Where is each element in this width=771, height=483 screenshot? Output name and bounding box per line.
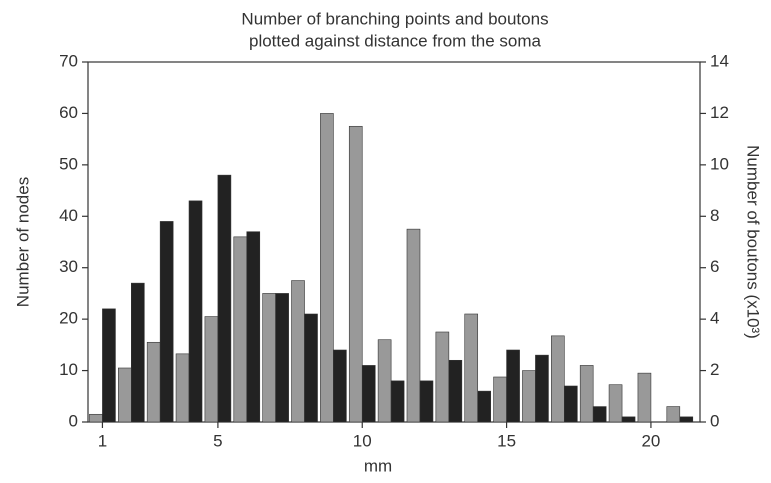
y-tick-label: 0 bbox=[69, 411, 78, 430]
y2-tick-label: 0 bbox=[710, 411, 719, 430]
x-tick-label: 15 bbox=[497, 431, 516, 450]
x-tick-label: 10 bbox=[353, 431, 372, 450]
y2-tick-label: 4 bbox=[710, 309, 719, 328]
y2-axis-label: Number of boutons (x10³) bbox=[744, 145, 763, 339]
bar bbox=[448, 359, 463, 423]
bar bbox=[188, 200, 203, 423]
bar bbox=[175, 353, 190, 423]
bar bbox=[464, 313, 479, 423]
bar bbox=[522, 370, 536, 423]
chart-title: plotted against distance from the soma bbox=[249, 31, 542, 50]
bar bbox=[564, 385, 578, 423]
y-axis-label: Number of nodes bbox=[13, 177, 32, 307]
y2-tick-label: 14 bbox=[710, 51, 729, 70]
y-tick-label: 70 bbox=[59, 51, 78, 70]
bar bbox=[477, 390, 492, 423]
bar bbox=[435, 331, 450, 423]
bar bbox=[118, 367, 132, 423]
bar bbox=[217, 174, 232, 423]
bar bbox=[233, 236, 248, 423]
bar bbox=[275, 293, 289, 423]
x-tick-label: 20 bbox=[641, 431, 660, 450]
bar bbox=[637, 372, 652, 423]
bar bbox=[666, 406, 681, 423]
bar bbox=[204, 316, 219, 423]
bar bbox=[246, 231, 261, 423]
bar bbox=[131, 282, 145, 423]
chart-title: Number of branching points and boutons bbox=[241, 9, 548, 28]
bar bbox=[102, 308, 116, 423]
y2-tick-label: 6 bbox=[710, 257, 719, 276]
bar bbox=[348, 125, 363, 423]
bar bbox=[262, 293, 276, 423]
bar bbox=[551, 335, 565, 423]
bar bbox=[679, 416, 694, 423]
y-tick-label: 60 bbox=[59, 103, 78, 122]
y-tick-label: 30 bbox=[59, 257, 78, 276]
bar bbox=[406, 228, 421, 423]
bar bbox=[621, 416, 636, 423]
bar bbox=[579, 365, 594, 423]
bar bbox=[592, 406, 607, 423]
x-tick-label: 1 bbox=[98, 431, 107, 450]
bar bbox=[493, 376, 507, 423]
bar bbox=[419, 380, 434, 423]
bar bbox=[320, 113, 334, 423]
bar bbox=[304, 313, 318, 423]
y2-tick-label: 2 bbox=[710, 360, 719, 379]
y-tick-label: 40 bbox=[59, 206, 78, 225]
bar bbox=[506, 349, 520, 423]
y2-tick-label: 8 bbox=[710, 206, 719, 225]
bar bbox=[608, 384, 623, 423]
bar bbox=[291, 280, 305, 423]
bar bbox=[159, 221, 174, 423]
bar bbox=[333, 349, 347, 423]
y-tick-label: 10 bbox=[59, 360, 78, 379]
y2-tick-label: 12 bbox=[710, 103, 729, 122]
bar bbox=[390, 380, 405, 423]
bar bbox=[361, 365, 376, 423]
bar bbox=[89, 413, 103, 423]
bar bbox=[146, 341, 161, 423]
bar bbox=[535, 354, 549, 423]
y-tick-label: 20 bbox=[59, 309, 78, 328]
x-tick-label: 5 bbox=[213, 431, 222, 450]
x-axis-label: mm bbox=[364, 456, 392, 475]
y2-tick-label: 10 bbox=[710, 154, 729, 173]
bar bbox=[377, 339, 392, 423]
y-tick-label: 50 bbox=[59, 154, 78, 173]
